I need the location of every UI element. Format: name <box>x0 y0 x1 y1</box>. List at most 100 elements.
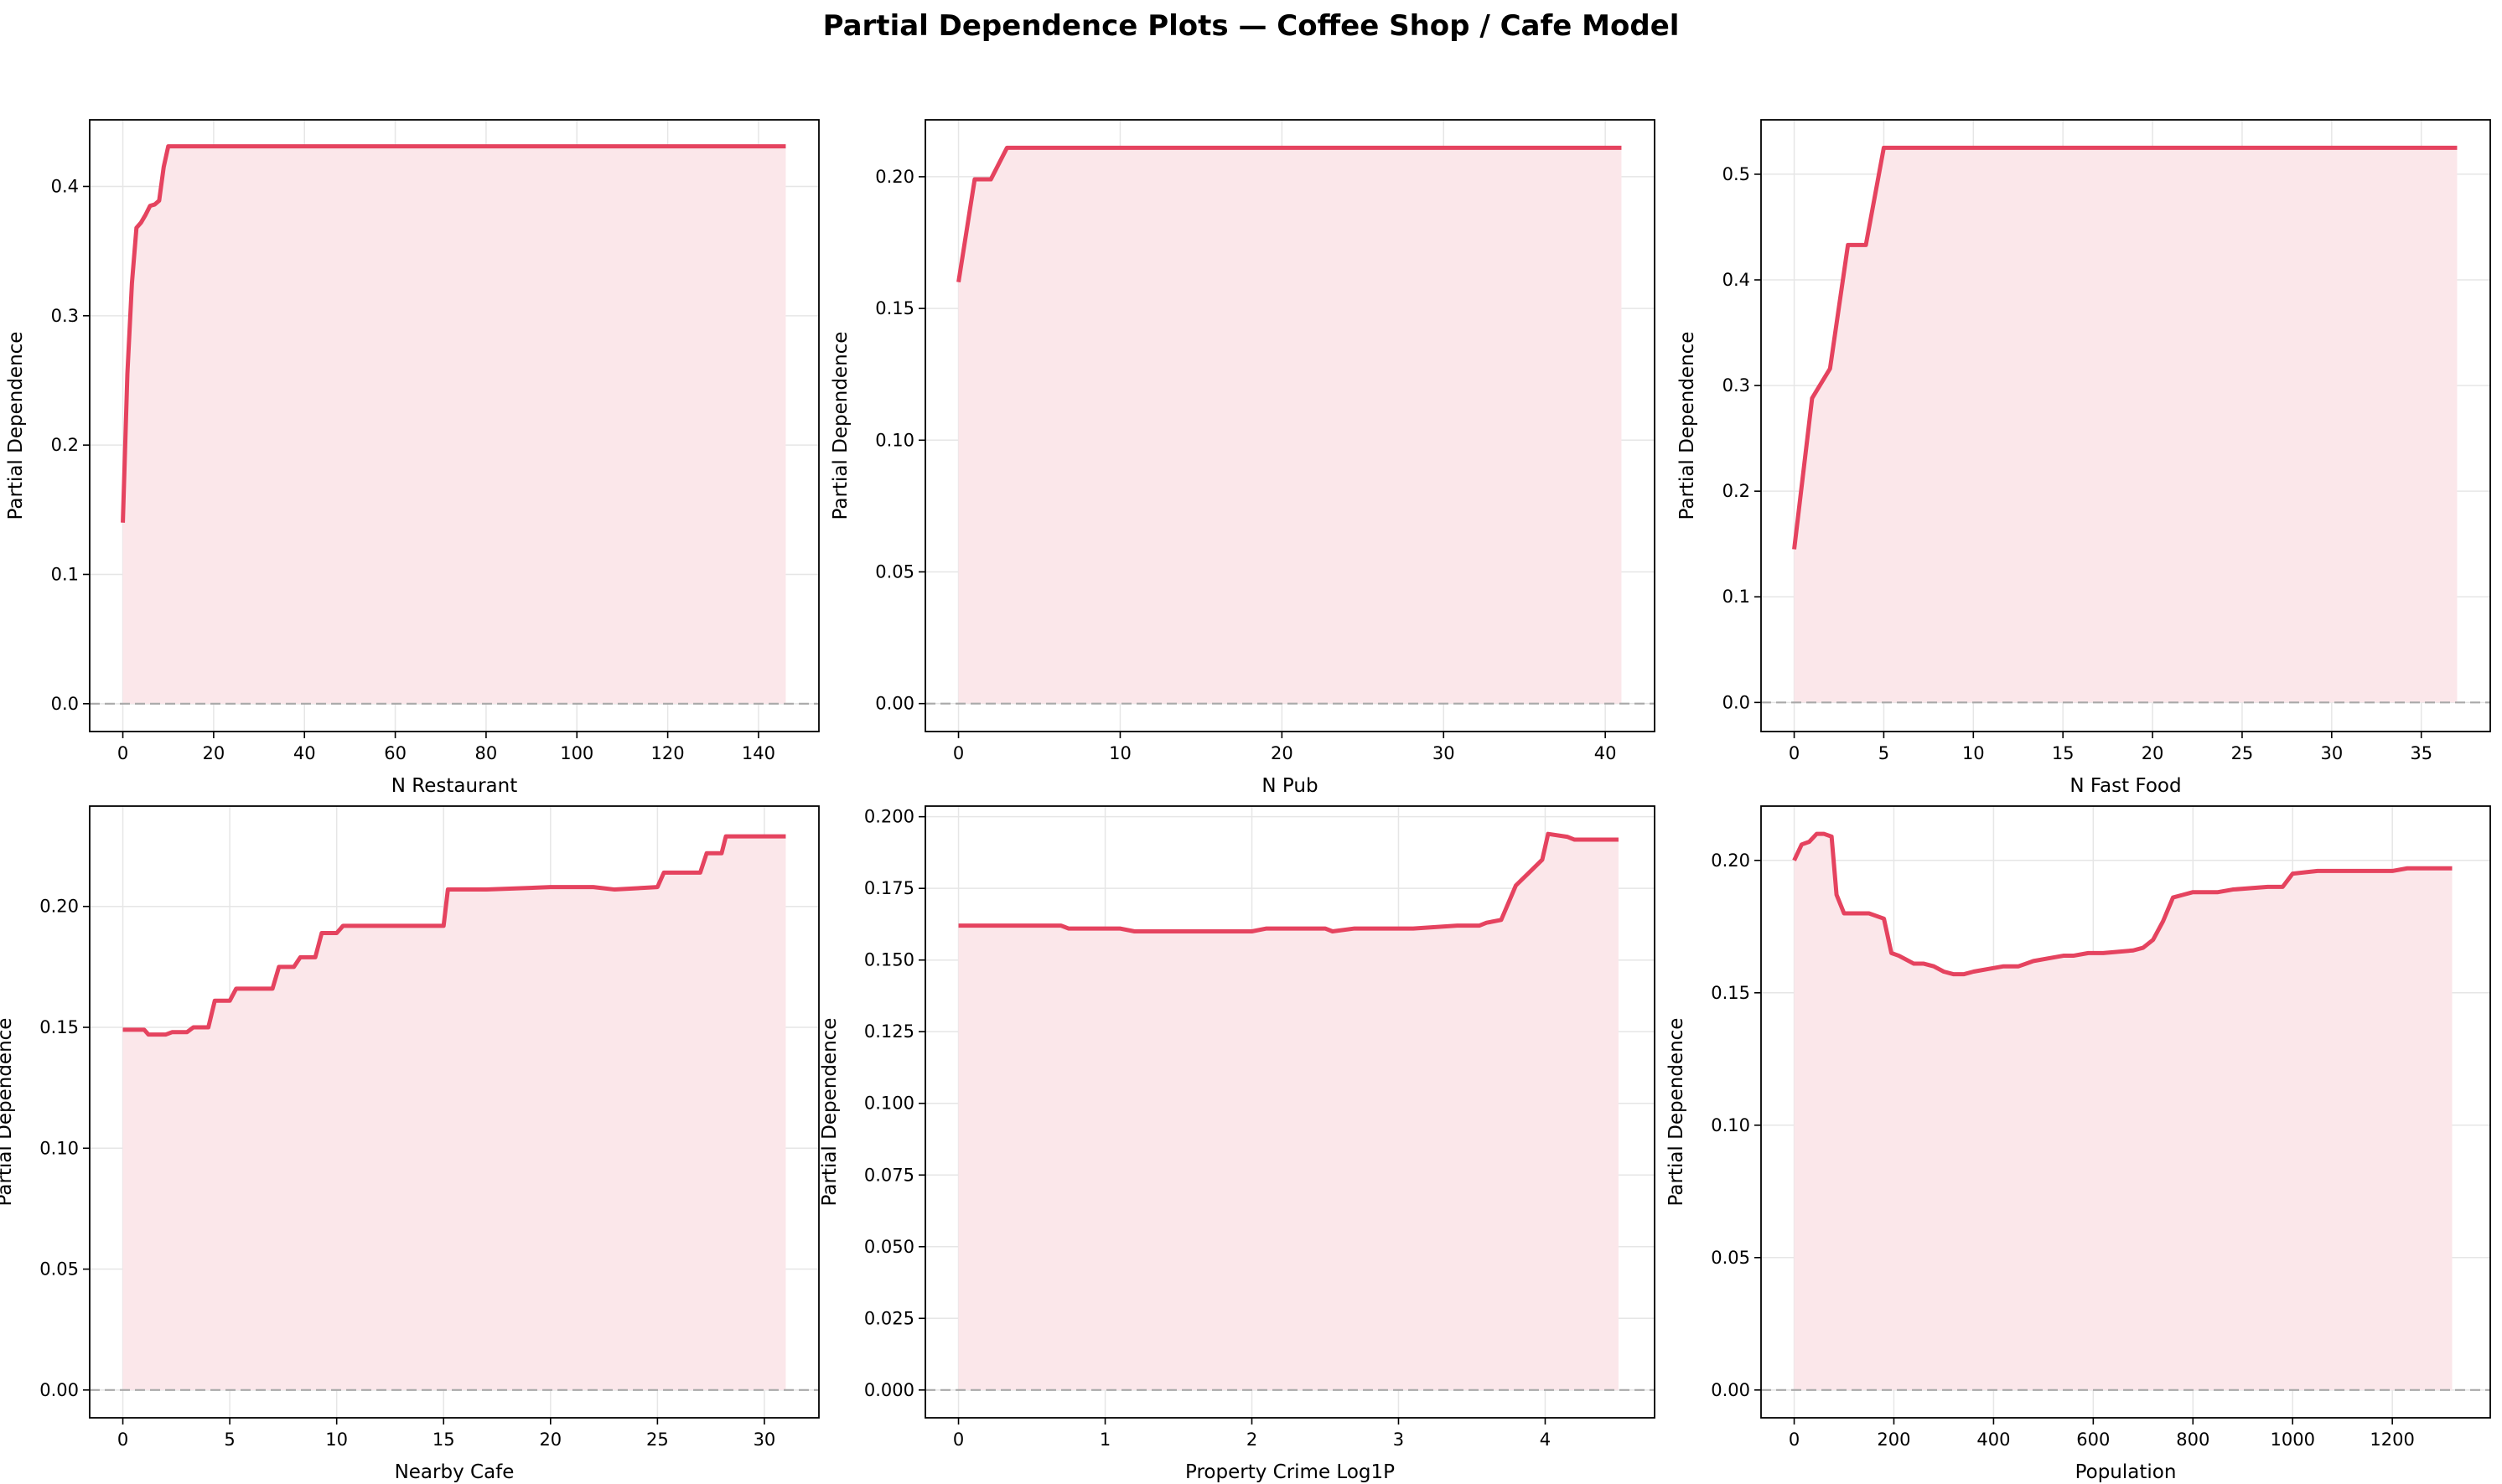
y-tick-label: 0.175 <box>864 878 914 898</box>
y-tick-label: 0.050 <box>864 1237 914 1257</box>
x-tick-label: 30 <box>754 1430 776 1450</box>
dependence-area <box>122 146 786 704</box>
y-tick-label: 0.0 <box>1722 692 1750 712</box>
y-tick-label: 0.05 <box>39 1259 79 1280</box>
dependence-line <box>121 144 786 523</box>
y-tick-label: 0.075 <box>864 1165 914 1185</box>
x-tick-label: 10 <box>325 1430 348 1450</box>
axes-frame <box>925 119 1655 732</box>
axes-frame <box>1760 805 2491 1419</box>
y-tick-label: 0.150 <box>864 950 914 970</box>
y-tick-label: 0.20 <box>39 897 79 917</box>
x-tick-label: 2 <box>1246 1430 1257 1450</box>
x-tick-label: 30 <box>2320 743 2343 763</box>
x-tick-label: 0 <box>1789 743 1800 763</box>
y-tick-label: 0.10 <box>39 1138 79 1158</box>
y-tick-label: 0.0 <box>51 694 79 714</box>
subplot-3: 0 5 10 15 20 25 30 35 0.0 0.1 0.2 0.3 0.4 0.5 N Fast F… <box>1676 119 2491 797</box>
dependence-line <box>1792 145 2458 550</box>
x-tick-label: 5 <box>224 1430 235 1450</box>
subplot-6: 0 200 400 600 800 1000 1200 0.00 0.05 0.10 0.15 0.2… <box>1665 805 2491 1483</box>
y-tick-label: 0.00 <box>39 1380 79 1400</box>
figure-title: Partial Dependence Plots — Coffee Shop /… <box>822 9 1680 43</box>
y-tick-label: 0.20 <box>1711 851 1750 871</box>
y-tick-label: 0.125 <box>864 1021 914 1042</box>
y-tick-label: 0.15 <box>39 1017 79 1037</box>
y-tick-label: 0.15 <box>875 298 914 318</box>
dependence-area <box>1794 147 2458 703</box>
y-axis-label: Partial Dependence <box>830 332 852 520</box>
y-tick-label: 0.20 <box>875 167 914 187</box>
y-tick-label: 0.15 <box>1711 983 1750 1003</box>
x-tick-label: 40 <box>1594 743 1617 763</box>
dependence-line <box>956 145 1622 283</box>
x-tick-label: 4 <box>1540 1430 1551 1450</box>
y-axis-label: Partial Dependence <box>0 1018 16 1207</box>
y-tick-label: 0.05 <box>875 561 914 582</box>
x-tick-label: 15 <box>2052 743 2075 763</box>
y-axis-label: Partial Dependence <box>1665 1018 1687 1207</box>
x-tick-label: 5 <box>1878 743 1889 763</box>
y-tick-label: 0.05 <box>1711 1248 1750 1268</box>
y-tick-label: 0.2 <box>51 435 79 455</box>
dependence-area <box>122 836 786 1390</box>
x-tick-label: 0 <box>953 743 964 763</box>
y-axis-label: Partial Dependence <box>819 1018 841 1207</box>
dependence-area <box>1794 834 2453 1390</box>
y-tick-label: 0.3 <box>51 306 79 326</box>
x-tick-label: 15 <box>433 1430 455 1450</box>
y-tick-label: 0.1 <box>1722 587 1750 607</box>
x-tick-label: 0 <box>117 1430 128 1450</box>
x-tick-label: 20 <box>539 1430 562 1450</box>
x-tick-label: 25 <box>2231 743 2254 763</box>
axes-frame <box>1760 119 2491 732</box>
y-tick-label: 0.4 <box>51 176 79 196</box>
x-tick-label: 600 <box>2076 1430 2110 1450</box>
x-tick-label: 1 <box>1100 1430 1111 1450</box>
x-axis-label: Property Crime Log1P <box>1185 1461 1395 1483</box>
x-tick-label: 40 <box>293 743 316 763</box>
x-tick-label: 1000 <box>2270 1430 2314 1450</box>
x-tick-label: 3 <box>1393 1430 1404 1450</box>
x-tick-label: 0 <box>117 743 128 763</box>
y-tick-label: 0.4 <box>1722 270 1750 290</box>
y-tick-label: 0.3 <box>1722 375 1750 396</box>
y-tick-label: 0.00 <box>875 694 914 714</box>
y-tick-label: 0.100 <box>864 1094 914 1114</box>
y-axis-label: Partial Dependence <box>1676 332 1698 520</box>
axes-frame <box>925 805 1655 1419</box>
dependence-line <box>122 834 786 1037</box>
x-tick-label: 10 <box>1962 743 1985 763</box>
y-tick-label: 0.000 <box>864 1380 914 1400</box>
x-axis-label: N Fast Food <box>2069 775 2181 797</box>
subplot-1: 0 20 40 60 80 100 120 140 0.0 0.1 0.2 0.3 0.4 N Resta… <box>5 119 820 797</box>
y-tick-label: 0.5 <box>1722 164 1750 184</box>
y-tick-label: 0.025 <box>864 1308 914 1328</box>
x-tick-label: 800 <box>2176 1430 2209 1450</box>
x-tick-label: 80 <box>475 743 498 763</box>
y-tick-label: 0.00 <box>1711 1380 1750 1400</box>
x-axis-label: Population <box>2075 1461 2177 1483</box>
y-tick-label: 0.200 <box>864 807 914 827</box>
x-tick-label: 20 <box>2142 743 2164 763</box>
dependence-area <box>958 147 1622 704</box>
axes-frame <box>89 119 820 732</box>
y-tick-label: 0.1 <box>51 564 79 584</box>
dependence-area <box>958 834 1619 1390</box>
x-axis-label: Nearby Cafe <box>395 1461 515 1483</box>
x-axis-label: N Pub <box>1261 775 1318 797</box>
x-tick-label: 10 <box>1109 743 1132 763</box>
y-axis-label: Partial Dependence <box>5 332 27 520</box>
x-tick-label: 120 <box>651 743 685 763</box>
x-tick-label: 1200 <box>2370 1430 2414 1450</box>
x-tick-label: 20 <box>1271 743 1293 763</box>
x-tick-label: 25 <box>646 1430 669 1450</box>
y-tick-label: 0.10 <box>875 430 914 450</box>
subplot-5: 0 1 2 3 4 0.000 0.025 0.050 0.075 0.100 0.125 0.150… <box>819 805 1655 1483</box>
subplot-4: 0 5 10 15 20 25 30 0.00 0.05 0.10 0.15 0.20 Nearby C… <box>0 805 820 1483</box>
x-axis-label: N Restaurant <box>391 775 517 797</box>
dependence-line <box>1792 831 2453 977</box>
y-tick-label: 0.2 <box>1722 481 1750 501</box>
x-tick-label: 35 <box>2410 743 2432 763</box>
x-tick-label: 0 <box>1789 1430 1800 1450</box>
